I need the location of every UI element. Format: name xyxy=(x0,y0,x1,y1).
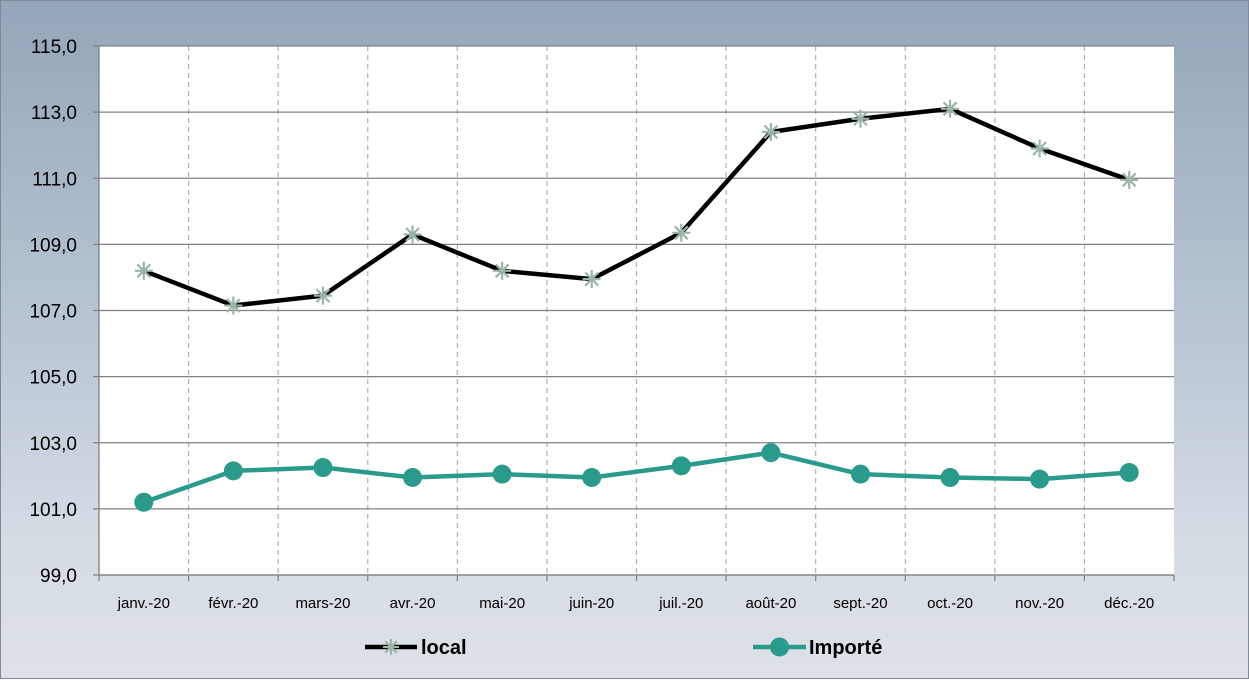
asterisk-stroke xyxy=(942,101,958,117)
asterisk-stroke xyxy=(315,288,331,303)
asterisk-stroke xyxy=(1121,172,1137,188)
y-tick-label: 105,0 xyxy=(29,368,77,389)
x-tick-label: févr.-20 xyxy=(208,595,258,612)
data-point xyxy=(850,464,870,484)
data-point xyxy=(403,225,422,244)
asterisk-stroke xyxy=(763,124,779,140)
data-point xyxy=(1030,139,1049,158)
y-tick-label: 103,0 xyxy=(29,434,77,455)
y-tick-label: 115,0 xyxy=(31,37,77,58)
y-tick-label: 101,0 xyxy=(29,500,77,521)
data-point xyxy=(134,261,153,280)
data-point xyxy=(313,458,333,478)
series-group xyxy=(134,99,1139,512)
grid-lines xyxy=(99,45,1174,576)
x-tick-label: mai-20 xyxy=(479,595,525,612)
series-line xyxy=(142,106,1130,308)
data-point xyxy=(582,467,602,487)
legend-item-local: local xyxy=(365,637,467,659)
asterisk-stroke xyxy=(136,263,152,279)
x-tick-label: déc.-20 xyxy=(1104,595,1154,612)
legend-marker xyxy=(770,637,789,657)
legend-label: Importé xyxy=(809,637,882,659)
data-point xyxy=(1120,170,1139,189)
asterisk-stroke xyxy=(1032,141,1047,156)
data-point xyxy=(941,99,960,118)
data-point xyxy=(492,464,512,484)
data-point xyxy=(582,270,601,289)
x-tick-label: août-20 xyxy=(745,595,796,612)
x-tick-label: juin-20 xyxy=(568,595,614,612)
data-point xyxy=(761,122,780,141)
data-point xyxy=(1119,463,1139,483)
legend: local Importé xyxy=(365,637,882,659)
series-importe xyxy=(134,443,1139,512)
asterisk-stroke xyxy=(674,225,689,241)
data-point xyxy=(672,223,691,242)
x-tick-label: janv.-20 xyxy=(117,595,170,612)
x-tick-label: juil.-20 xyxy=(658,595,703,612)
asterisk-stroke xyxy=(384,640,398,654)
asterisk-stroke xyxy=(494,263,510,279)
asterisk-stroke xyxy=(853,111,868,126)
y-tick-label: 99,0 xyxy=(40,566,77,587)
data-point xyxy=(761,443,781,463)
asterisk-stroke xyxy=(405,227,420,242)
x-tick-label: avr.-20 xyxy=(390,595,436,612)
legend-marker xyxy=(383,639,399,655)
y-tick-label: 109,0 xyxy=(29,235,77,256)
data-point xyxy=(224,296,243,315)
y-tick-label: 113,0 xyxy=(31,103,77,124)
data-point xyxy=(1030,469,1050,489)
asterisk-stroke xyxy=(226,298,241,313)
data-point xyxy=(313,286,332,305)
y-tick-label: 111,0 xyxy=(32,169,77,190)
x-axis-ticks: janv.-20 févr.-20 mars-20 avr.-20 mai-20 juin… xyxy=(117,595,1155,612)
data-point xyxy=(851,109,870,128)
data-point xyxy=(493,261,512,280)
data-point xyxy=(403,467,423,487)
y-tick-label: 107,0 xyxy=(29,302,77,323)
x-tick-label: sept.-20 xyxy=(833,595,887,612)
y-axis-ticks: 99,0 101,0 103,0 105,0 107,0 109,0 111,0 113,0 1… xyxy=(29,37,77,587)
data-point xyxy=(223,461,243,481)
x-tick-label: nov.-20 xyxy=(1015,595,1064,612)
data-point xyxy=(940,467,960,487)
data-point xyxy=(671,456,691,476)
axes xyxy=(93,45,1175,581)
asterisk-stroke xyxy=(584,271,599,287)
x-tick-label: oct.-20 xyxy=(927,595,973,612)
data-point xyxy=(134,492,154,512)
legend-item-importe: Importé xyxy=(753,637,882,659)
legend-label: local xyxy=(421,637,467,659)
series-local xyxy=(134,99,1139,315)
x-tick-label: mars-20 xyxy=(295,595,350,612)
series-line xyxy=(143,450,1130,505)
